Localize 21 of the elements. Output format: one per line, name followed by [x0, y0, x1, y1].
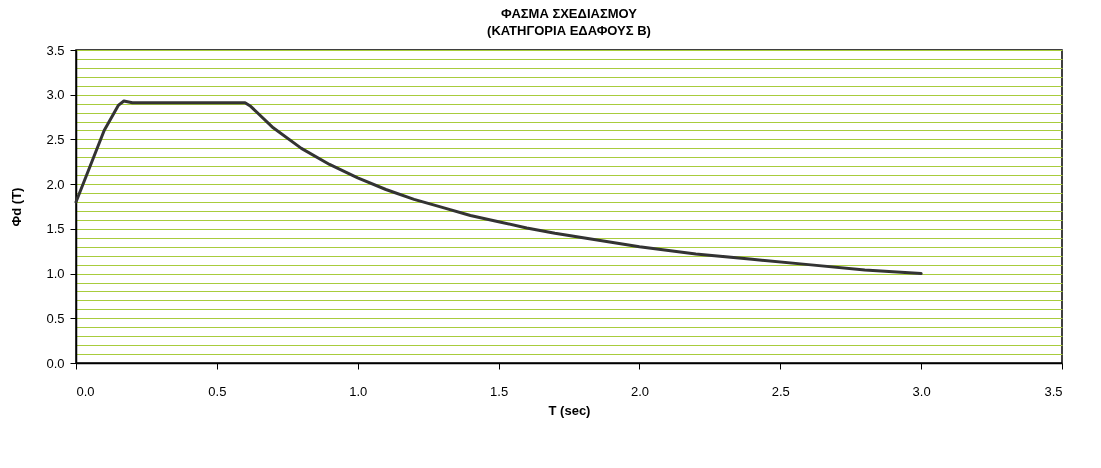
y-tick-label: 0.0: [46, 355, 65, 371]
y-tick-label: 1.5: [46, 221, 65, 237]
line-series: [74, 99, 923, 276]
chart-subtitle: (ΚΑΤΗΓΟΡΙΑ ΕΔΑΦΟΥΣ Β): [487, 23, 651, 38]
x-tick-label: 0.0: [76, 383, 95, 399]
y-tick-label: 2.5: [46, 131, 65, 147]
y-tick-label: 2.0: [46, 176, 65, 192]
x-tick-label: 3.0: [912, 383, 931, 399]
y-axis-title: Φd (T): [9, 187, 25, 227]
x-tick-label: 3.5: [1044, 383, 1063, 399]
x-tick-label: 0.5: [208, 383, 227, 399]
y-tick-label: 1.0: [46, 266, 65, 282]
x-tick-label: 2.5: [771, 383, 790, 399]
x-tick-label: 2.0: [630, 383, 649, 399]
y-tick-label: 3.0: [46, 87, 65, 103]
chart-title: ΦΑΣΜΑ ΣΧΕΔΙΑΣΜΟΥ: [501, 6, 638, 21]
x-axis-title: T (sec): [548, 402, 591, 418]
x-tick-label: 1.0: [349, 383, 368, 399]
y-tick-label: 0.5: [46, 310, 65, 326]
x-tick-label: 1.5: [490, 383, 509, 399]
y-tick-label: 3.5: [46, 42, 65, 58]
